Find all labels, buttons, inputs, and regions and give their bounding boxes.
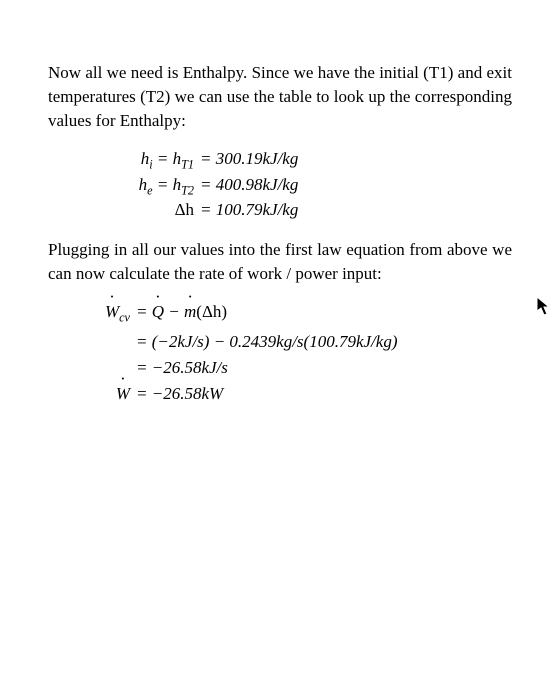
equation-wdot-result: W = −26.58kW <box>78 384 512 404</box>
eq-subscript-T2: T2 <box>181 183 194 197</box>
paragraph-enthalpy-intro: Now all we need is Enthalpy. Since we ha… <box>48 61 512 133</box>
equation-block-work: Wcv = Q − m(Δh) = (−2kJ/s) − 0.2439kg/s(… <box>78 302 512 403</box>
eq-value-hi: = 300.19kJ/kg <box>200 149 298 169</box>
cursor-icon <box>536 296 552 316</box>
eq-wdot-result-val: = −26.58kW <box>136 384 223 404</box>
eq-subscript-cv: cv <box>119 311 130 325</box>
eq-minus: − <box>164 302 184 321</box>
equation-wcv-line2: = (−2kJ/s) − 0.2439kg/s(100.79kJ/kg) <box>78 332 512 352</box>
equation-wcv-line1: Wcv = Q − m(Δh) <box>78 302 512 325</box>
eq-symbol-Wdot-result: W <box>116 384 130 404</box>
eq-eq-hT2: = h <box>153 175 181 194</box>
eq-equals: = <box>136 302 152 321</box>
eq-subscript-T1: T1 <box>181 158 194 172</box>
equation-wcv-line3: = −26.58kJ/s <box>78 358 512 378</box>
eq-value-dh: = 100.79kJ/kg <box>200 200 298 220</box>
equation-hi: hi = hT1 = 300.19kJ/kg <box>48 149 512 172</box>
equation-block-enthalpy: hi = hT1 = 300.19kJ/kg he = hT2 = 400.98… <box>48 149 512 220</box>
eq-eq-hT1: = h <box>153 149 181 168</box>
eq-wcv-line2-val: = (−2kJ/s) − 0.2439kg/s(100.79kJ/kg) <box>136 332 397 352</box>
paragraph-power-intro: Plugging in all our values into the firs… <box>48 238 512 286</box>
equation-dh: Δh = 100.79kJ/kg <box>48 200 512 220</box>
eq-symbol-mdot: m <box>184 302 196 322</box>
eq-delta-h-paren: (Δh) <box>196 302 227 321</box>
eq-symbol-Wdot: W <box>105 302 119 322</box>
eq-value-he: = 400.98kJ/kg <box>200 175 298 195</box>
eq-symbol-h2: h <box>139 175 148 194</box>
equation-he: he = hT2 = 400.98kJ/kg <box>48 175 512 198</box>
document-page: Now all we need is Enthalpy. Since we ha… <box>0 0 560 404</box>
eq-symbol-h: h <box>141 149 150 168</box>
eq-symbol-Qdot: Q <box>152 302 164 322</box>
eq-wcv-line3-val: = −26.58kJ/s <box>136 358 228 378</box>
eq-symbol-delta-h: Δh <box>175 200 194 219</box>
